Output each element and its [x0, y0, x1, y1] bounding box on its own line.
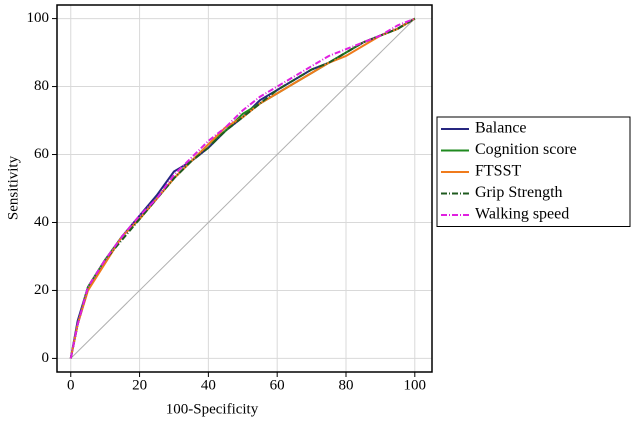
x-tick-label: 80 — [338, 377, 353, 393]
legend-label: Balance — [475, 120, 527, 137]
legend-box — [436, 116, 631, 227]
plot-frame — [56, 4, 433, 373]
x-tick-label: 100 — [404, 377, 427, 393]
y-tick-label: 40 — [34, 214, 49, 230]
legend-label: Walking speed — [475, 206, 569, 223]
y-tick-label: 60 — [34, 146, 49, 162]
reference-line — [70, 18, 416, 359]
x-tick-label: 0 — [67, 377, 75, 393]
legend-label: FTSST — [475, 163, 521, 180]
x-tick-label: 60 — [270, 377, 285, 393]
y-tick-label: 100 — [27, 10, 50, 26]
x-axis-label: 100-Specificity — [166, 401, 259, 417]
legend-label: Grip Strength — [475, 184, 563, 201]
roc-curve — [69, 17, 416, 359]
x-tick-label: 20 — [132, 377, 147, 393]
x-tick-label: 40 — [201, 377, 216, 393]
legend-label: Cognition score — [475, 141, 577, 158]
y-tick-label: 0 — [42, 350, 50, 366]
y-tick-label: 80 — [34, 78, 49, 94]
y-axis-label: Sensitivity — [5, 155, 21, 220]
y-tick-label: 20 — [34, 282, 49, 298]
